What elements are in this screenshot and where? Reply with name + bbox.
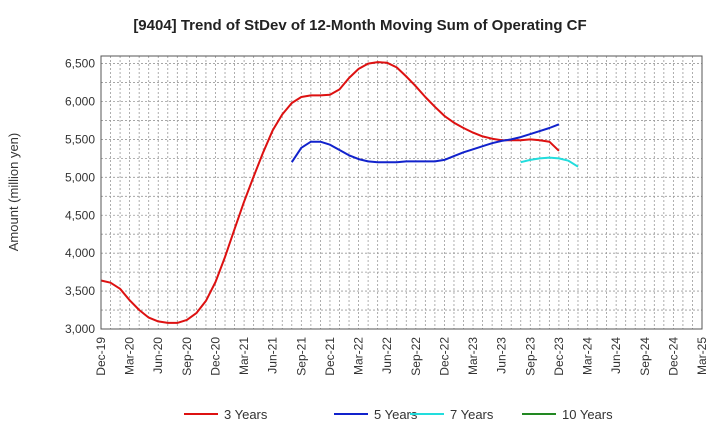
y-tick-label: 5,000 <box>65 170 95 184</box>
y-tick-label: 6,500 <box>65 57 95 71</box>
x-tick-label: Dec-21 <box>323 337 337 376</box>
y-tick-label: 3,500 <box>65 284 95 298</box>
y-tick-label: 6,000 <box>65 95 95 109</box>
x-tick-label: Dec-23 <box>552 337 566 376</box>
x-tick-label: Mar-23 <box>466 337 480 375</box>
legend-label: 10 Years <box>562 407 613 422</box>
gridlines <box>101 56 702 329</box>
x-tick-label: Mar-24 <box>581 337 595 375</box>
legend-item: 10 Years <box>522 407 613 422</box>
x-tick-label: Mar-21 <box>237 337 251 375</box>
legend: 3 Years 5 Years 7 Years 10 Years <box>184 407 613 422</box>
x-tick-label: Jun-21 <box>266 337 280 374</box>
x-tick-label: Sep-23 <box>523 337 537 376</box>
chart-title: [9404] Trend of StDev of 12-Month Moving… <box>133 17 586 34</box>
x-tick-label: Dec-20 <box>208 337 222 376</box>
x-tick-label: Sep-24 <box>638 337 652 376</box>
legend-item: 7 Years <box>410 407 494 422</box>
x-tick-label: Jun-20 <box>151 337 165 374</box>
x-tick-label: Dec-19 <box>94 337 108 376</box>
series-line-5-years <box>290 123 560 164</box>
y-tick-label: 5,500 <box>65 132 95 146</box>
legend-label: 5 Years <box>374 407 418 422</box>
y-tick-label: 3,000 <box>65 322 95 336</box>
x-tick-label: Sep-22 <box>409 337 423 376</box>
series-lines <box>100 61 579 324</box>
legend-label: 3 Years <box>224 407 268 422</box>
x-tick-label: Mar-20 <box>123 337 137 375</box>
y-tick-label: 4,000 <box>65 246 95 260</box>
x-tick-label: Jun-22 <box>380 337 394 374</box>
x-tick-label: Sep-21 <box>294 337 308 376</box>
x-tick-label: Dec-24 <box>666 337 680 376</box>
x-tick-label: Dec-22 <box>437 337 451 376</box>
series-line-7-years <box>520 156 579 168</box>
legend-label: 7 Years <box>450 407 494 422</box>
series-line-3-years <box>100 61 560 324</box>
x-tick-label: Jun-23 <box>495 337 509 374</box>
plot-area <box>100 55 703 330</box>
x-tick-label: Sep-20 <box>180 337 194 376</box>
x-tick-label: Jun-24 <box>609 337 623 374</box>
x-tick-label: Mar-22 <box>352 337 366 375</box>
legend-item: 3 Years <box>184 407 268 422</box>
y-axis-ticks: 3,000 3,500 4,000 4,500 5,000 5,500 6,000 6,500 <box>65 57 95 336</box>
x-tick-label: Mar-25 <box>695 337 709 375</box>
legend-item: 5 Years <box>334 407 418 422</box>
x-axis-ticks: Dec-19 Mar-20 Jun-20 Sep-20 Dec-20 Mar-21 Jun-… <box>94 337 709 376</box>
y-tick-label: 4,500 <box>65 208 95 222</box>
y-axis-label: Amount (million yen) <box>6 133 21 252</box>
